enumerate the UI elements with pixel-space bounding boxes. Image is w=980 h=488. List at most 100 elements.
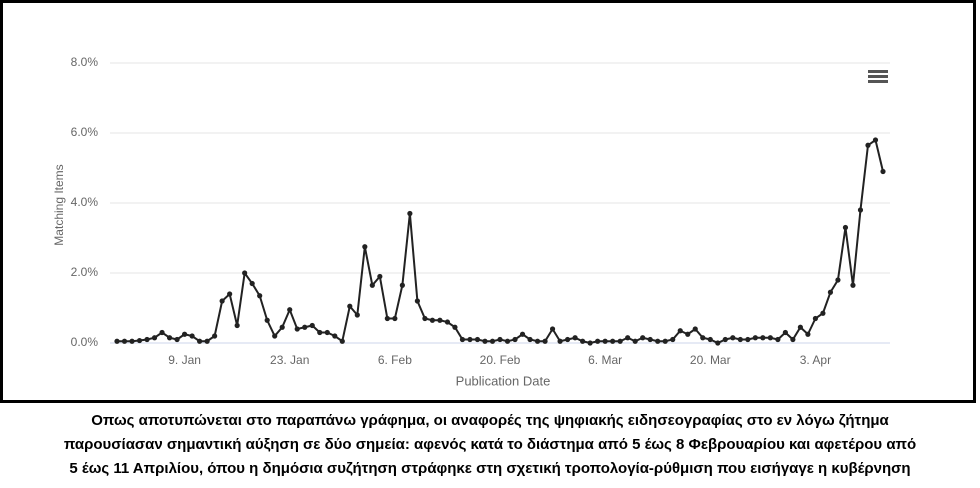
data-point [827, 289, 834, 295]
data-point [219, 298, 225, 304]
x-tick-label: 6. Feb [378, 353, 412, 367]
data-point [362, 244, 368, 250]
data-point [835, 277, 841, 283]
data-point [174, 336, 180, 343]
data-point [610, 338, 616, 344]
data-point [564, 336, 571, 343]
data-point [662, 338, 668, 344]
data-point [782, 329, 788, 336]
y-tick-label: 0.0% [71, 335, 99, 349]
data-point [760, 335, 766, 341]
data-point [752, 335, 758, 341]
data-point [309, 322, 315, 329]
data-point [632, 338, 638, 344]
data-point [369, 282, 375, 288]
menu-bar [868, 70, 888, 73]
data-point [557, 338, 563, 344]
x-axis-title: Publication Date [456, 373, 551, 388]
data-point [692, 326, 698, 332]
caption-line: 5 έως 11 Απριλίου, όπου η δημόσια συζήτη… [69, 460, 911, 477]
data-point [347, 303, 353, 309]
data-point [227, 291, 233, 297]
data-point [842, 224, 849, 231]
data-point [707, 336, 713, 343]
data-point [459, 336, 466, 343]
x-tick-label: 3. Apr [800, 353, 831, 367]
x-tick-label: 9. Jan [168, 353, 201, 367]
data-point [114, 338, 120, 344]
x-tick-label: 23. Jan [270, 353, 309, 367]
data-point [805, 331, 811, 337]
data-point [151, 335, 158, 341]
data-point [264, 317, 270, 323]
menu-button[interactable] [866, 66, 890, 86]
menu-bar [868, 80, 888, 83]
x-tick-label: 20. Feb [480, 353, 521, 367]
data-point [880, 168, 886, 175]
data-point [407, 210, 413, 217]
data-point [332, 333, 338, 339]
data-point [166, 335, 173, 341]
data-point [647, 336, 653, 343]
data-point [745, 336, 751, 343]
data-point [572, 335, 578, 341]
data-point [730, 335, 736, 341]
data-point [790, 336, 796, 343]
data-point [820, 310, 826, 316]
data-point [287, 307, 293, 313]
data-point [775, 336, 781, 343]
data-point [414, 298, 420, 304]
data-point [497, 336, 503, 343]
caption-line: Οπως αποτυπώνεται στο παραπάνω γράφημα, … [91, 412, 889, 429]
data-point [655, 338, 661, 344]
data-point [722, 336, 728, 343]
y-tick-label: 2.0% [71, 265, 99, 279]
data-point [467, 336, 473, 343]
data-point [519, 331, 526, 337]
chart: Matching Items Publication Date 0.0% 2.0%… [52, 55, 890, 388]
data-point [677, 328, 683, 334]
data-point [234, 322, 240, 329]
y-tick-label: 8.0% [71, 55, 99, 69]
data-point [595, 338, 601, 344]
caption-line: παρουσίασαν σημαντική αύξηση σε δύο σημε… [63, 436, 917, 453]
data-point [602, 338, 608, 344]
data-point [159, 329, 165, 336]
data-point [489, 338, 496, 344]
data-point [534, 338, 541, 344]
y-axis-title: Matching Items [52, 164, 66, 245]
data-point [625, 335, 631, 341]
data-point [527, 336, 533, 343]
data-point [437, 317, 443, 323]
data-point [136, 337, 143, 344]
data-point [737, 336, 743, 343]
data-point [850, 282, 856, 288]
data-point [257, 293, 263, 299]
caption: Οπως αποτυπώνεται στο παραπάνω γράφημα, … [0, 409, 980, 481]
data-point [797, 324, 803, 330]
data-point [872, 137, 879, 143]
data-point [767, 335, 773, 341]
data-point [294, 326, 300, 332]
data-point [452, 324, 458, 330]
x-tick-label: 20. Mar [690, 353, 731, 367]
data-point [857, 207, 864, 213]
data-point [279, 324, 285, 330]
data-point [640, 335, 646, 341]
data-point [422, 315, 428, 322]
data-point [197, 338, 203, 344]
y-tick-label: 6.0% [71, 125, 99, 139]
data-point [399, 282, 405, 288]
y-tick-label: 4.0% [71, 195, 99, 209]
data-point [354, 312, 360, 318]
data-point [242, 270, 248, 276]
data-point [249, 280, 255, 287]
data-point [392, 315, 398, 322]
data-point [181, 331, 188, 337]
data-point [587, 340, 593, 346]
data-point [339, 338, 345, 344]
data-point [482, 338, 488, 344]
data-point [384, 315, 390, 322]
data-point [617, 338, 623, 344]
data-point [272, 333, 278, 339]
